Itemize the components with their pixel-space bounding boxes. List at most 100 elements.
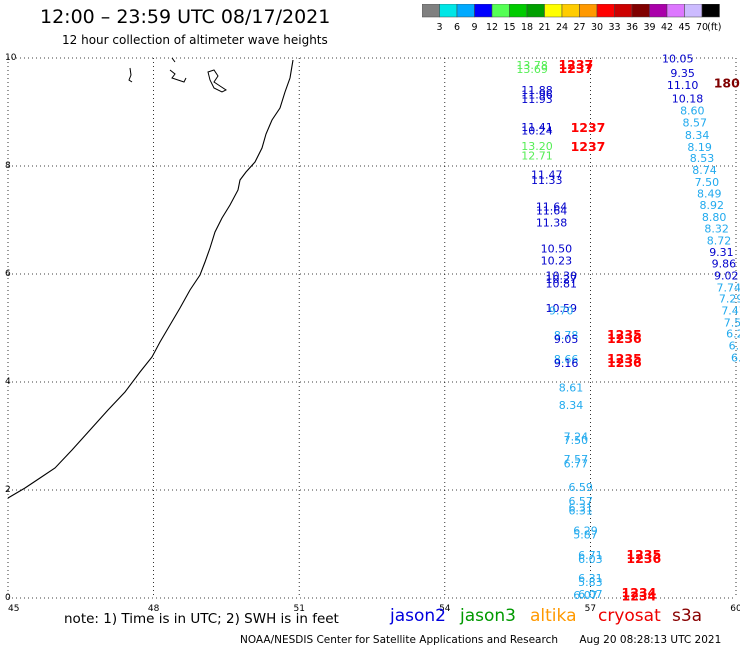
color-tick-label: 15 [503,22,515,33]
color-tick-label: 21 [538,22,550,33]
wave-height-label: 7.51 [724,316,740,329]
lat-tick-label: 2 [5,485,11,495]
wave-height-label: 10.30 [546,269,578,282]
wave-height-label: 6.29 [573,524,598,537]
wave-height-label: 10.05 [662,52,694,65]
wave-height-label: 11.38 [536,216,568,229]
color-swatch [614,4,633,18]
lon-tick-label: 45 [8,604,19,614]
wave-height-label: 6.03 [578,553,603,566]
wave-height-label: 6.59 [568,481,593,494]
wave-height-label: 6.71 [578,549,603,562]
lat-tick-label: 0 [5,593,11,603]
wave-height-label: 8.49 [697,187,722,200]
lat-tick-label: 4 [5,377,11,387]
color-tick-label: 45 [678,22,690,33]
wave-height-label: 7.29 [719,293,740,306]
wave-height-label: 10.50 [541,242,573,255]
wave-height-label: 10.81 [546,278,578,291]
color-swatch [474,4,493,18]
wave-height-label: 6.31 [568,504,593,517]
wave-height-label: 9.86 [712,258,737,271]
wave-height-label: 8.66 [554,353,579,366]
wave-height-label: 11.41 [521,121,553,134]
color-tick-label: 3 [436,22,442,33]
lon-tick-label: 54 [439,604,451,614]
wave-height-label: 11.10 [667,79,699,92]
color-tick-label: 36 [626,22,638,33]
wave-height-label: 1236 [607,355,642,370]
lon-tick-label: 57 [585,604,596,614]
legend-jason2: jason2 [390,606,446,626]
wave-height-label: 6.27 [726,328,740,341]
wave-height-label: 1235 [626,547,661,562]
color-tick-label: 6 [454,22,460,33]
legend-s3a: s3a [672,606,703,626]
wave-height-label: 6.77 [564,457,589,470]
color-swatch [684,4,703,18]
wave-height-label: 11.64 [536,200,568,213]
legend-note: note: 1) Time is in UTC; 2) SWH is in fe… [64,611,339,627]
wave-height-label: 12.71 [521,150,553,163]
wave-height-label: 10.27 [546,273,578,286]
wave-height-label: 10.59 [546,302,578,315]
legend-jason3: jason3 [460,606,516,626]
wave-height-label: 8.19 [687,141,712,154]
wave-height-label: 8.78 [554,329,579,342]
wave-height-label: 1237 [571,120,606,135]
wave-height-label: 6.07 [578,588,603,601]
color-swatch [666,4,685,18]
color-swatch [439,4,458,18]
color-swatch [456,4,475,18]
wave-height-label: 11.64 [536,205,568,218]
wave-height-label: 11.88 [521,84,553,97]
wave-height-label: 8.72 [707,234,732,247]
wave-height-label: 1236 [626,551,661,566]
wave-height-label: 6.07 [573,589,598,602]
wave-height-label: 5.83 [578,576,603,589]
wave-height-label: 1235 [607,351,642,366]
wave-height-label: 1235 [607,327,642,342]
color-swatch [509,4,528,18]
color-swatch [701,4,720,18]
footer-organization: NOAA/NESDIS Center for Satellite Applica… [240,634,558,646]
color-tick-label: 9 [471,22,477,33]
wave-height-label: 7.74 [716,281,740,294]
wave-height-label: 10.23 [541,254,573,267]
wave-height-label: 8.57 [682,117,707,130]
legend-altika: altika [530,606,577,626]
color-swatch [596,4,615,18]
wave-height-label: 8.61 [559,382,584,395]
color-tick-label: 18 [521,22,533,33]
wave-height-label: 7.57 [564,453,589,466]
wave-height-label: 1234 [622,585,657,600]
lat-lon-grid [7,57,737,599]
lat-tick-label: 6 [5,269,11,279]
wave-height-label: 9.70 [549,305,574,318]
wave-height-label: 11.96 [521,89,553,102]
color-scale-legend: 3 6 9 12 15 18 21 24 27 30 33 36 39 42 45 70 (ft) [422,4,722,33]
wave-height-label: 1237 [558,57,593,72]
wave-height-label: 9.31 [709,246,734,259]
legend-cryosat: cryosat [598,606,661,626]
color-tick-label: 30 [591,22,603,33]
wave-height-label: 5.87 [573,529,598,542]
wave-height-label: 7.50 [564,434,589,447]
wave-height-label: 6.31 [578,572,603,585]
wave-height-label: 8.32 [704,222,729,235]
wave-height-label: 11.33 [531,174,563,187]
color-tick-label: 70 [696,22,708,33]
wave-height-label: 8.74 [692,164,717,177]
wave-height-label: 9.05 [554,333,579,346]
color-swatch [631,4,650,18]
color-swatch [561,4,580,18]
color-swatch [579,4,598,18]
wave-height-label: 8.60 [680,105,705,118]
page-subtitle: 12 hour collection of altimeter wave hei… [62,33,328,47]
wave-height-label: 1237 [571,139,606,154]
wave-height-label: 9.16 [554,357,579,370]
wave-height-label: 1234 [622,589,657,604]
